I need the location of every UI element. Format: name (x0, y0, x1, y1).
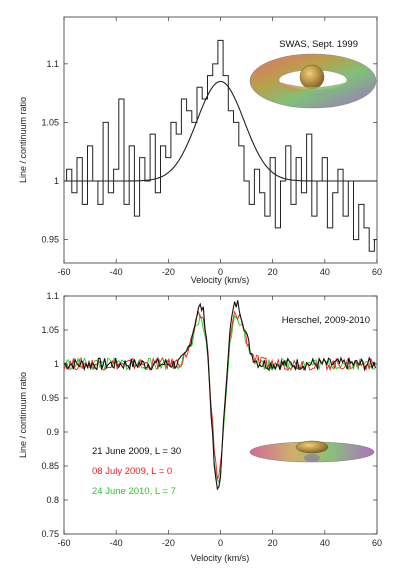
series-line-2-0 (63, 300, 376, 491)
y-tick-label-1-2: 1.05 (41, 117, 59, 127)
chart-2-xlabel: Velocity (km/s) (191, 553, 250, 563)
series-group-2 (63, 300, 376, 491)
x-tick-label-2-0: -60 (57, 538, 70, 548)
chart-1-title: SWAS, Sept. 1999 (279, 39, 358, 50)
x-tick-label-1-3: 0 (218, 267, 223, 277)
x-tick-label-2-3: 0 (218, 538, 223, 548)
x-tick-label-2-4: 20 (268, 538, 278, 548)
series-line-1-0 (64, 39, 377, 252)
torus-inset-illustration (249, 53, 377, 109)
x-tick-label-1-5: 40 (320, 267, 330, 277)
chart-2-ylabel: Line / continuum ratio (18, 372, 28, 458)
x-tick-label-1-2: -20 (162, 267, 175, 277)
legend-entry-3: 24 June 2010, L = 7 (92, 486, 176, 497)
x-tick-label-2-6: 60 (372, 538, 382, 548)
series-group-1 (64, 39, 377, 252)
plot-frame-2 (63, 295, 378, 535)
disk-inset-illustration (249, 440, 375, 463)
x-tick-label-1-1: -40 (110, 267, 123, 277)
y-tick-label-2-2: 0.85 (41, 461, 59, 471)
series-line-1-1 (64, 80, 377, 182)
chart-panel-2: -60 -40 -20 0 20 40 60 0.75 0.8 0.85 0.9 0.95 1 1.05 1… (18, 291, 382, 563)
ticks-2: -60 -40 -20 0 20 40 60 0.75 0.8 0.85 0.9 0.95 1 1.05 1… (41, 291, 382, 548)
y-tick-label-2-7: 1.1 (46, 291, 59, 301)
y-tick-label-2-6: 1.05 (41, 325, 59, 335)
chart-1-xlabel: Velocity (km/s) (191, 275, 250, 285)
x-tick-label-1-4: 20 (268, 267, 278, 277)
plot-frame-1 (63, 16, 378, 264)
legend-entry-1: 21 June 2009, L = 30 (92, 446, 181, 457)
legend-entry-2: 08 July 2009, L = 0 (92, 466, 172, 477)
x-tick-label-2-5: 40 (320, 538, 330, 548)
chart-panel-1: -60 -40 -20 0 20 40 60 0.95 1 1.05 1.1 SWAS, Sept.… (18, 16, 382, 285)
x-tick-label-1-6: 60 (372, 267, 382, 277)
y-tick-label-1-1: 1 (54, 176, 59, 186)
y-tick-label-2-5: 1 (54, 359, 59, 369)
x-tick-label-1-0: -60 (57, 267, 70, 277)
ticks-1: -60 -40 -20 0 20 40 60 0.95 1 1.05 1.1 (41, 17, 382, 277)
y-tick-label-1-3: 1.1 (46, 59, 59, 69)
x-tick-label-2-2: -20 (162, 538, 175, 548)
y-tick-label-2-1: 0.8 (46, 495, 59, 505)
y-tick-label-2-3: 0.9 (46, 427, 59, 437)
chart-1-ylabel: Line / continuum ratio (18, 97, 28, 183)
x-tick-label-2-1: -40 (110, 538, 123, 548)
y-tick-label-2-0: 0.75 (41, 529, 59, 539)
y-tick-label-2-4: 0.95 (41, 393, 59, 403)
chart-2-title: Herschel, 2009-2010 (282, 315, 370, 326)
y-tick-label-1-0: 0.95 (41, 235, 59, 245)
